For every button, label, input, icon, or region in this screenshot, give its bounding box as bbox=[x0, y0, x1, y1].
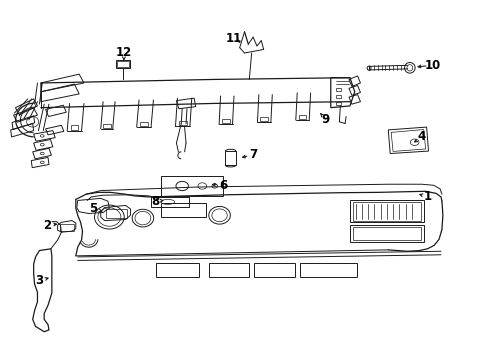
Bar bbox=[298, 115, 305, 119]
Bar bbox=[70, 125, 78, 130]
Bar bbox=[179, 121, 186, 125]
Text: 4: 4 bbox=[417, 130, 425, 143]
Bar bbox=[349, 225, 424, 242]
Text: 2: 2 bbox=[43, 219, 51, 231]
Bar bbox=[151, 197, 189, 207]
Text: 10: 10 bbox=[424, 59, 440, 72]
Bar bbox=[260, 117, 267, 121]
Text: 12: 12 bbox=[115, 46, 132, 59]
Bar bbox=[208, 263, 249, 277]
Bar bbox=[335, 95, 341, 98]
Bar bbox=[225, 151, 235, 165]
Text: 9: 9 bbox=[320, 113, 328, 126]
Text: 8: 8 bbox=[150, 195, 159, 208]
Text: 11: 11 bbox=[225, 32, 242, 45]
Bar bbox=[299, 263, 356, 277]
Bar bbox=[254, 263, 294, 277]
Bar bbox=[352, 227, 421, 240]
Bar bbox=[140, 122, 147, 126]
Bar bbox=[60, 224, 74, 231]
Bar bbox=[102, 123, 110, 128]
Text: 1: 1 bbox=[423, 190, 431, 203]
Bar bbox=[335, 87, 341, 91]
Text: 3: 3 bbox=[35, 274, 43, 287]
Bar bbox=[156, 263, 199, 277]
Text: 5: 5 bbox=[89, 202, 98, 215]
Bar bbox=[106, 209, 126, 218]
Bar bbox=[160, 203, 206, 217]
Bar bbox=[117, 61, 129, 67]
Bar bbox=[335, 102, 341, 105]
Bar bbox=[222, 119, 229, 123]
Bar bbox=[352, 202, 421, 221]
Text: 6: 6 bbox=[218, 179, 226, 192]
Bar bbox=[116, 60, 130, 68]
Text: 7: 7 bbox=[248, 148, 257, 161]
Bar bbox=[160, 176, 223, 196]
Bar bbox=[349, 201, 424, 222]
